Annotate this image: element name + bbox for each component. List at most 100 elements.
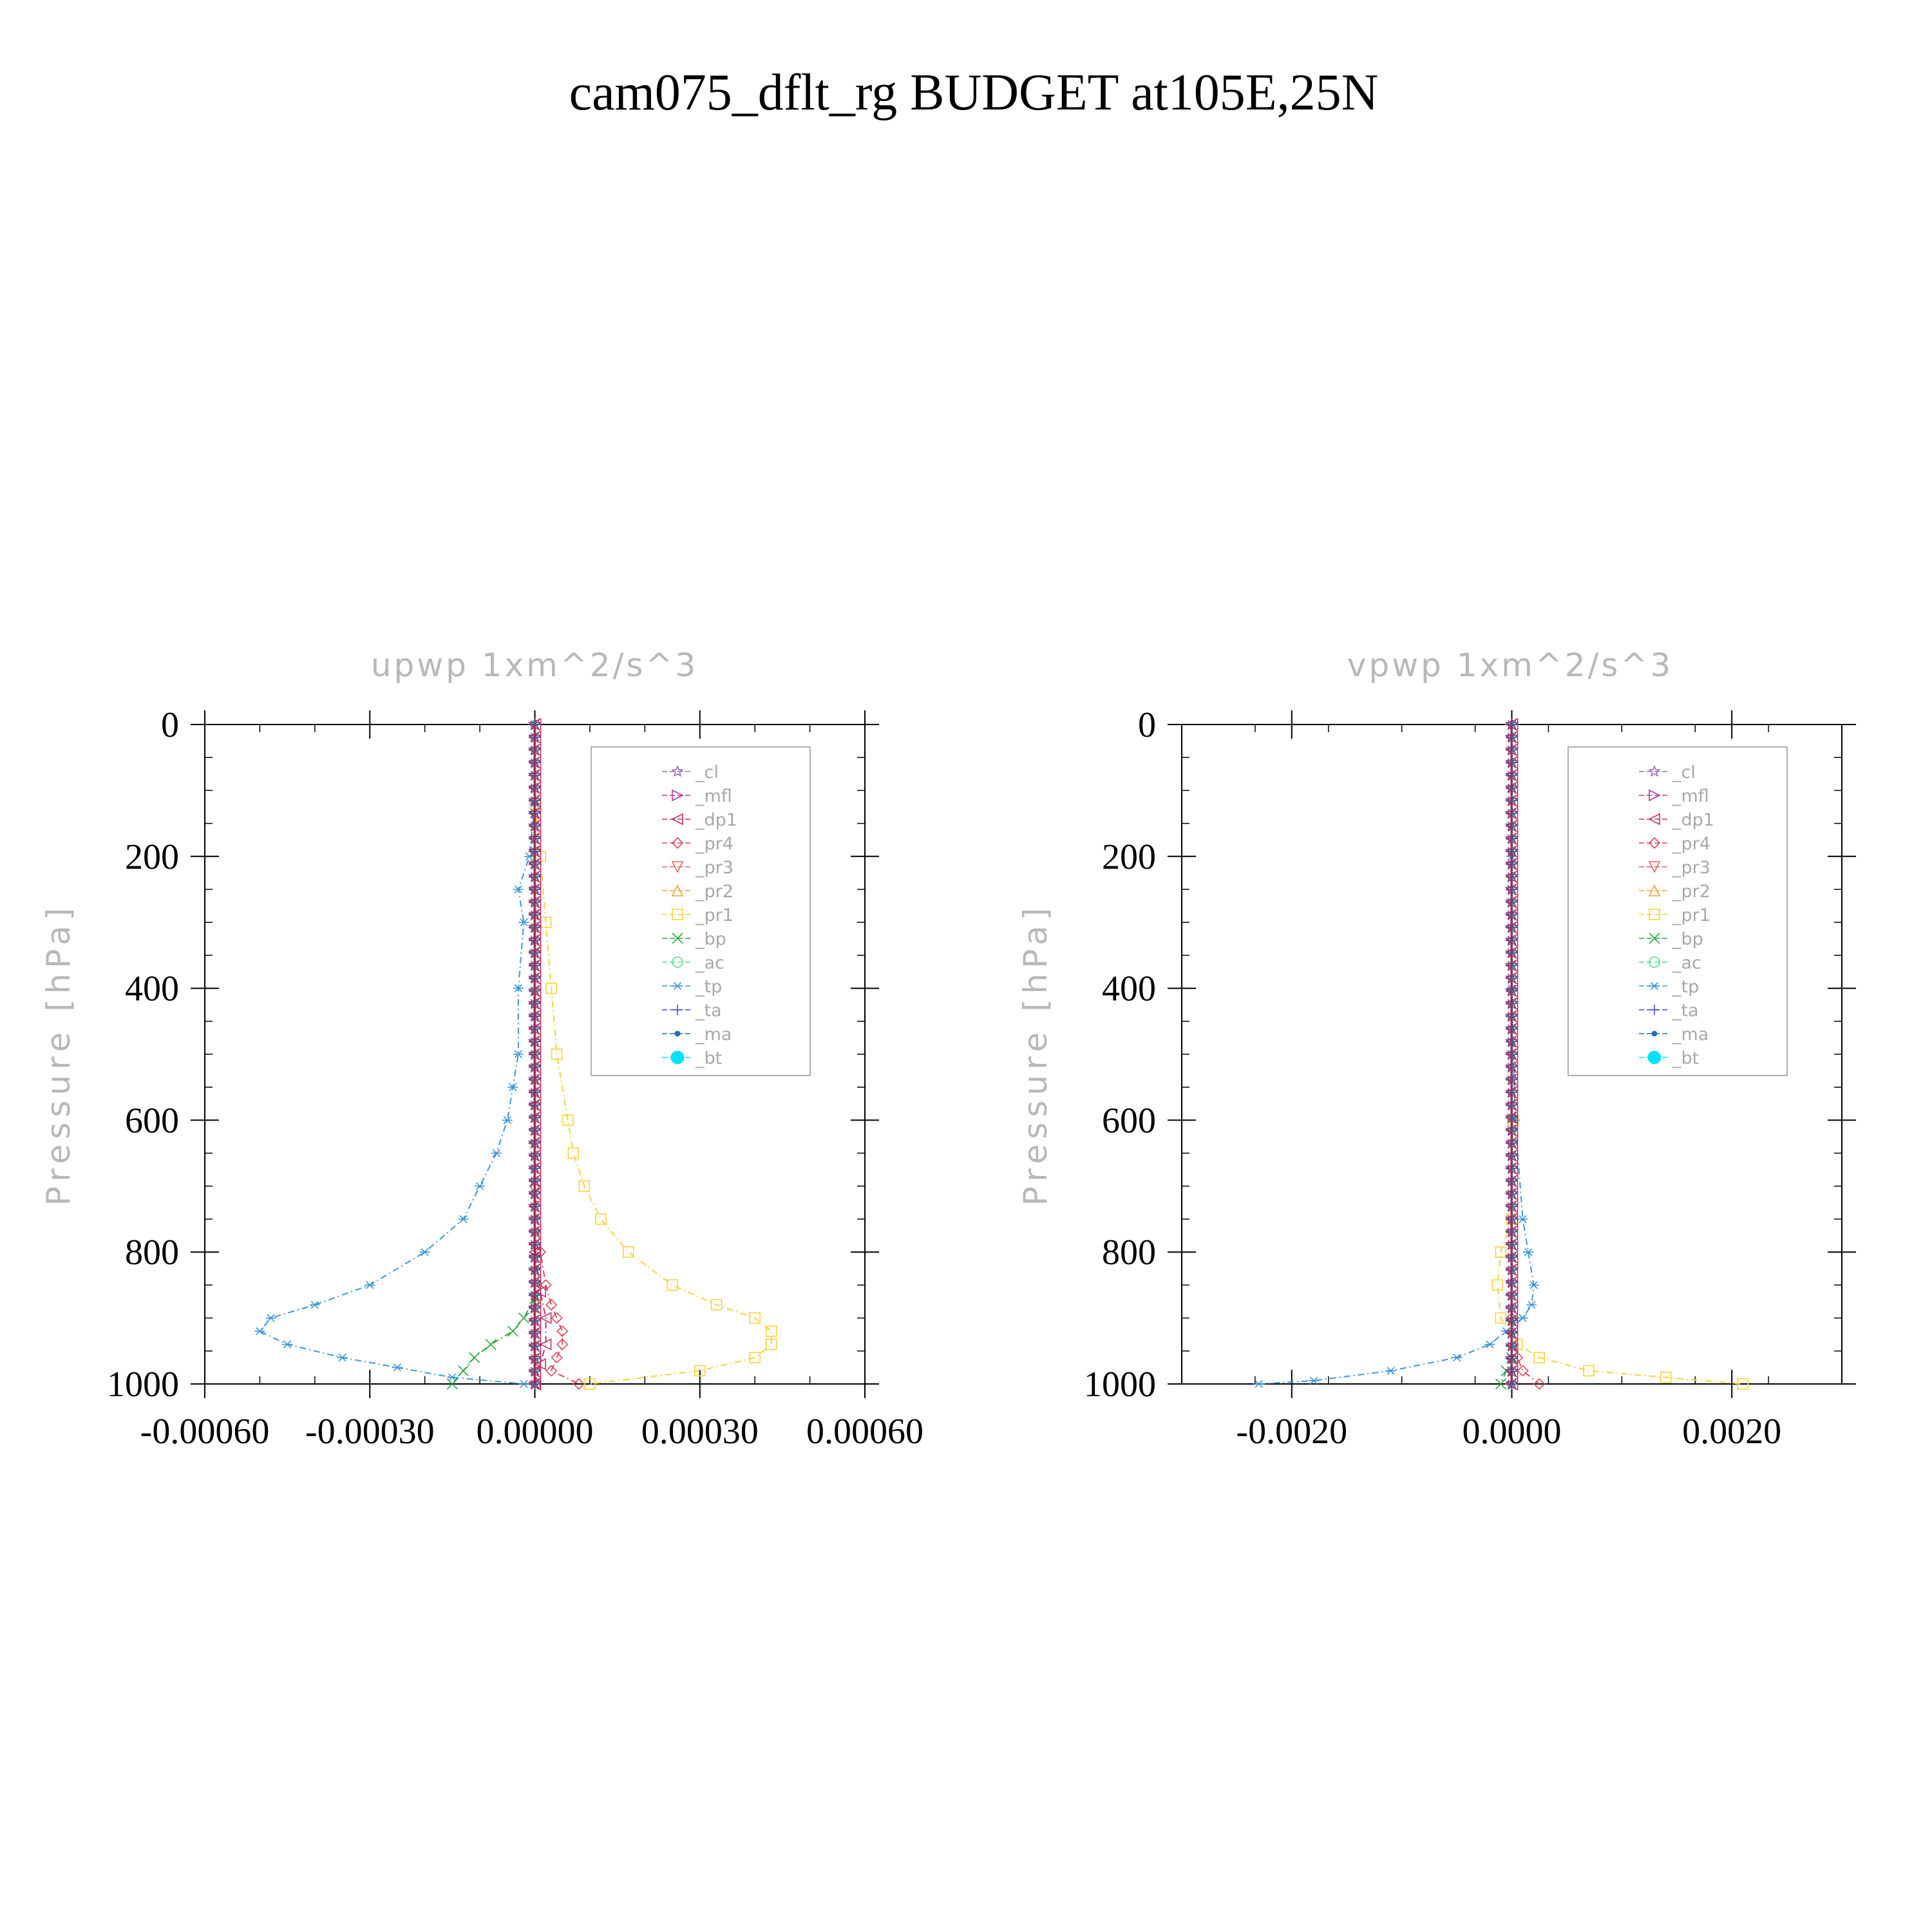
vpwp-legend-label-mfl: _mfl [1672, 786, 1709, 806]
upwp-point-pr1 [710, 1299, 723, 1311]
vpwp-legend-marker-dp1 [1648, 813, 1660, 826]
upwp-legend-label-pr1: _pr1 [695, 905, 734, 925]
upwp-ytick-label: 200 [125, 837, 179, 877]
vpwp-ytick-label: 1000 [1084, 1365, 1156, 1405]
vpwp-point-pr4 [1517, 1365, 1529, 1377]
vpwp-legend: _cl _mfl _dp1 _pr4 _pr3 _pr2 _pr1 _bp _ac _tp _ta _… [1567, 746, 1788, 1076]
upwp-y-axis-label: Pressure [hPa] [40, 903, 77, 1206]
figure-title: cam075_dflt_rg BUDGET at105E,25N [569, 64, 1379, 121]
vpwp-legend-marker-ma [1651, 1030, 1658, 1037]
upwp-point-tp [365, 1281, 375, 1289]
upwp-xtick-label: -0.00060 [140, 1412, 270, 1452]
vpwp-point-pr4 [1533, 1378, 1546, 1390]
upwp-point-tp [337, 1353, 348, 1362]
vpwp-legend-marker-tp [1649, 981, 1660, 990]
upwp-point-tp [254, 1327, 265, 1336]
vpwp-legend-marker-ac [1649, 956, 1660, 968]
upwp-legend-label-ac: _ac [695, 953, 724, 973]
vpwp-point-tp [1452, 1353, 1463, 1362]
upwp-point-pr4 [551, 1312, 563, 1324]
vpwp-series-tp [1258, 856, 1535, 1385]
vpwp-xtick-label: 0.0000 [1463, 1412, 1562, 1452]
upwp-xtick-label: 0.00030 [641, 1412, 759, 1452]
vpwp-point-tp [1484, 1340, 1495, 1349]
upwp-legend-label-bt: _bt [695, 1048, 722, 1068]
upwp-point-pr4 [573, 1378, 585, 1390]
upwp-point-pr1 [595, 1213, 607, 1225]
upwp-legend-box [591, 746, 811, 1076]
vpwp-point-tp [1528, 1281, 1539, 1289]
vpwp-y-axis-label: Pressure [hPa] [1017, 903, 1054, 1206]
upwp-point-tp [491, 1149, 502, 1157]
vpwp-point-pr1 [1737, 1378, 1749, 1390]
upwp-point-bp [446, 1378, 458, 1390]
vpwp-ytick-label: 200 [1102, 837, 1156, 877]
upwp-series-pr4 [534, 1186, 580, 1385]
upwp-point-pr1 [694, 1365, 706, 1377]
vpwp-ytick-label: 600 [1102, 1101, 1156, 1141]
upwp-point-tp [502, 1116, 513, 1124]
vpwp-legend-marker-ta [1649, 1005, 1660, 1015]
upwp-legend-label-pr3: _pr3 [695, 858, 734, 878]
upwp-ytick-label: 1000 [107, 1365, 179, 1405]
vpwp-point-tp [1517, 1215, 1528, 1224]
upwp-ytick-label: 0 [161, 705, 179, 745]
vpwp-legend-label-dp1: _dp1 [1672, 810, 1714, 830]
upwp-legend-label-bp: _bp [695, 929, 726, 949]
upwp-point-pr1 [622, 1246, 634, 1258]
vpwp-legend-marker-pr1 [1649, 909, 1660, 920]
upwp-point-bp [507, 1325, 518, 1337]
vpwp-point-tp [1253, 1379, 1264, 1388]
vpwp-ytick-label: 400 [1102, 969, 1156, 1009]
vpwp-legend-label-pr1: _pr1 [1672, 905, 1710, 925]
upwp-legend-marker-tp [672, 981, 683, 990]
upwp-legend-marker-mfl [672, 789, 684, 802]
upwp-ticks: 0 200 400 600 800 1000 -0.00060 -0.00030 0.00000… [107, 705, 923, 1452]
upwp-point-tp [419, 1248, 430, 1256]
upwp-point-tp [309, 1300, 320, 1309]
upwp-point-pr1 [765, 1338, 777, 1350]
upwp-point-bp [485, 1338, 497, 1350]
upwp-legend-marker-bt [670, 1050, 685, 1065]
vpwp-legend-label-pr3: _pr3 [1672, 858, 1710, 878]
upwp-point-tp [513, 885, 524, 894]
vpwp-legend-marker-pr2 [1648, 884, 1661, 896]
vpwp-zero-column [1504, 717, 1519, 1391]
vpwp-point-pr1 [1492, 1279, 1504, 1291]
vpwp-legend-marker-bt [1647, 1050, 1662, 1065]
vpwp-panel-title: vpwp 1xm^2/s^3 [1347, 647, 1673, 684]
upwp-ytick-label: 400 [125, 969, 179, 1009]
vpwp-legend-label-cl: _cl [1672, 762, 1696, 782]
upwp-series-tp [258, 803, 536, 1385]
vpwp-legend-label-pr4: _pr4 [1672, 834, 1710, 854]
upwp-legend-marker-pr3 [671, 861, 684, 873]
vpwp-point-tp [1309, 1376, 1319, 1385]
upwp-legend: _cl _mfl _dp1 _pr4 _pr3 _pr2 _pr1 _bp _ac _tp _ta _… [591, 746, 811, 1076]
upwp-point-tp [265, 1314, 276, 1322]
upwp-legend-marker-pr2 [671, 884, 684, 896]
upwp-series-dp1 [534, 1252, 547, 1385]
upwp-point-tp [507, 1083, 518, 1092]
upwp-ytick-label: 800 [125, 1233, 179, 1273]
upwp-point-pr1 [765, 1325, 777, 1337]
upwp-point-tp [513, 984, 524, 992]
vpwp-legend-marker-pr4 [1648, 837, 1661, 849]
vpwp-panel: vpwp 1xm^2/s^3 Pressure [hPa] 0 200 400 600… [1017, 647, 1856, 1452]
upwp-legend-label-cl: _cl [695, 762, 719, 782]
upwp-legend-label-dp1: _dp1 [695, 810, 737, 830]
upwp-point-pr1 [545, 982, 557, 994]
upwp-point-pr1 [749, 1352, 761, 1363]
upwp-point-bp [457, 1365, 469, 1377]
upwp-legend-label-ta: _ta [695, 1001, 722, 1021]
vpwp-point-tp [1526, 1300, 1537, 1309]
upwp-point-dp1 [539, 1312, 552, 1324]
vpwp-legend-label-bp: _bp [1672, 929, 1703, 949]
vpwp-legend-label-pr2: _pr2 [1672, 882, 1710, 902]
vpwp-legend-marker-bp [1649, 933, 1660, 944]
upwp-legend-marker-ma [674, 1030, 681, 1037]
upwp-panel-title: upwp 1xm^2/s^3 [371, 647, 698, 684]
upwp-legend-label-pr4: _pr4 [695, 834, 734, 854]
vpwp-legend-marker-cl [1648, 764, 1661, 777]
upwp-legend-marker-ac [672, 956, 683, 968]
